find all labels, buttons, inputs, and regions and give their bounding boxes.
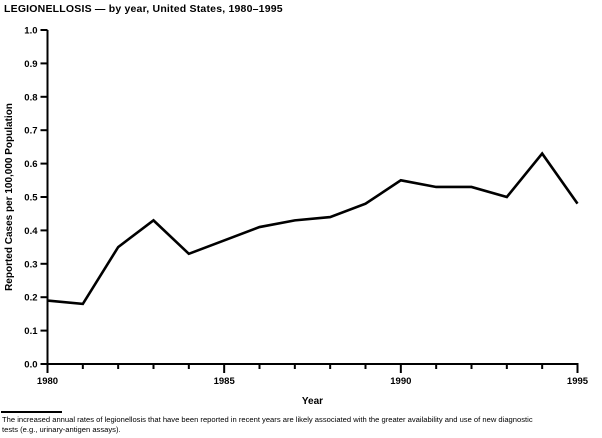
y-axis-tick-label: 0.3 (24, 259, 37, 270)
y-axis-tick-label: 0.5 (24, 193, 38, 204)
y-axis-tick-label: 0.2 (24, 293, 37, 304)
chart-title: LEGIONELLOSIS — by year, United States, … (4, 3, 283, 15)
footnote: The increased annual rates of legionello… (2, 415, 602, 435)
x-axis-tick-label: 1980 (37, 376, 58, 387)
y-axis-title: Reported Cases per 100,000 Population (4, 103, 15, 291)
x-axis-title: Year (302, 396, 323, 407)
y-axis-tick-label: 0.1 (24, 326, 38, 337)
x-axis-tick-label: 1990 (390, 376, 411, 387)
data-line (47, 151, 579, 306)
y-axis-tick-label: 0.6 (24, 159, 37, 170)
y-axis-tick-label: 0.0 (24, 360, 37, 371)
y-axis-tick-label: 0.9 (24, 59, 37, 70)
y-axis-tick-label: 0.7 (24, 126, 37, 137)
footnote-line-2: tests (e.g., urinary-antigen assays). (2, 424, 121, 434)
y-axis-tick-label: 1.0 (24, 26, 37, 37)
y-axis-tick-label: 0.8 (24, 92, 37, 103)
footnote-separator-rule (1, 411, 62, 413)
footnote-line-1: The increased annual rates of legionello… (2, 415, 533, 424)
x-axis-tick-label: 1995 (567, 376, 589, 387)
y-axis-tick-label: 0.4 (24, 226, 38, 237)
line-chart: 0.0 0.1 0.2 0.3 0.4 0.5 0.6 0.7 0.8 0.9 1.0 1980 198… (4, 26, 589, 408)
x-axis-tick-label: 1985 (214, 376, 236, 387)
